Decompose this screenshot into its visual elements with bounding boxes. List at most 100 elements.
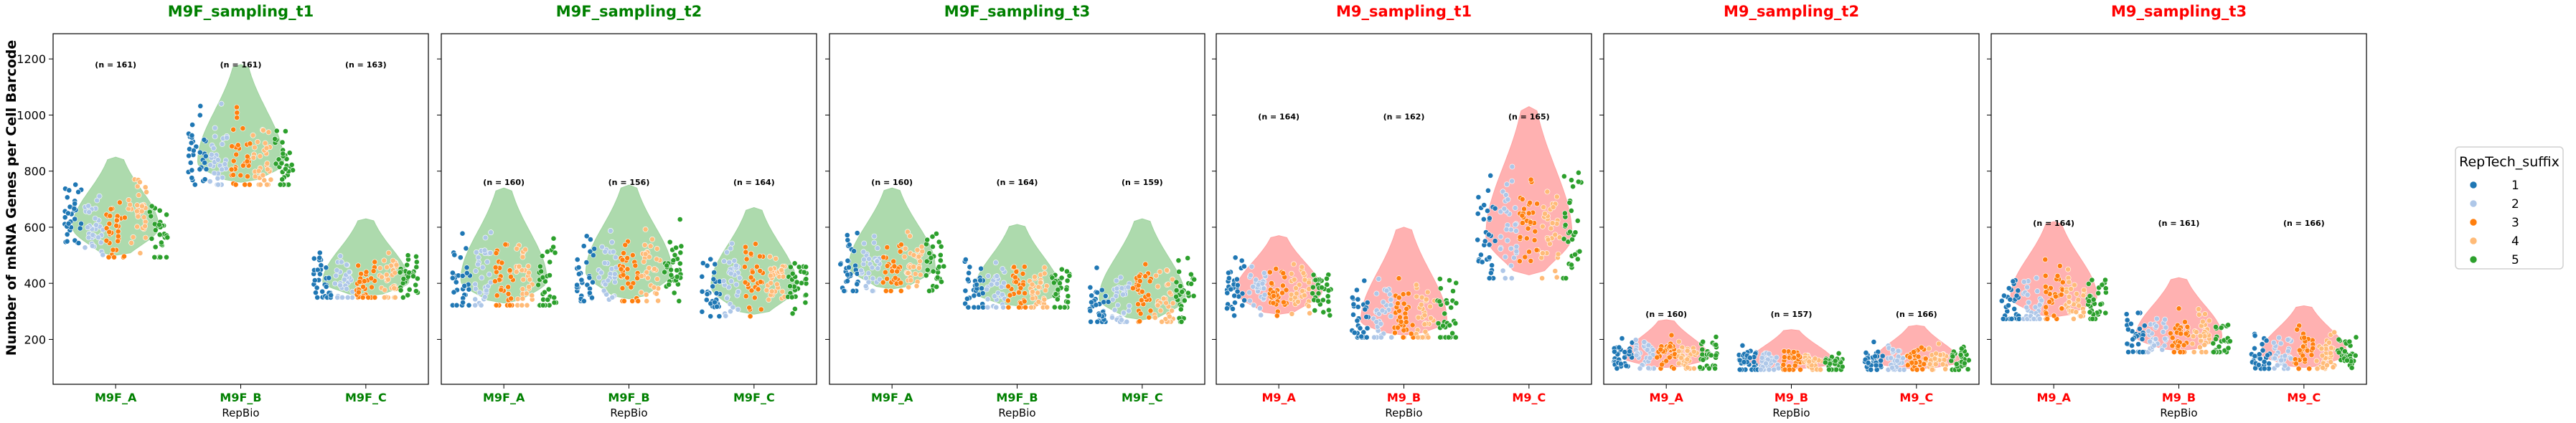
strip-point: [2330, 364, 2336, 371]
strip-point: [359, 294, 366, 300]
strip-point: [1142, 261, 1149, 267]
strip-points: [1413, 282, 1438, 341]
strip-point: [381, 294, 387, 300]
strip-point: [242, 181, 248, 188]
strip-point: [619, 257, 626, 263]
strip-point: [75, 240, 82, 246]
strip-point: [1684, 348, 1691, 354]
strip-point: [2295, 366, 2302, 372]
strip-point: [413, 253, 419, 260]
strip-point: [1050, 280, 1057, 286]
strip-point: [1921, 361, 1927, 367]
strip-point: [502, 242, 509, 247]
strip-point: [2076, 303, 2082, 309]
strip-point: [1324, 275, 1330, 282]
panel-title: M9F_sampling_t2: [556, 3, 702, 20]
strip-point: [346, 269, 352, 275]
strip-point: [992, 260, 999, 266]
strip-point: [2213, 324, 2219, 330]
strip-points: [984, 260, 1008, 310]
strip-point: [2124, 341, 2130, 347]
strip-point: [257, 153, 263, 159]
strip-point: [763, 287, 770, 293]
strip-point: [72, 216, 78, 222]
strip-point: [1226, 270, 1231, 276]
strip-point: [1354, 318, 1360, 324]
strip-point: [551, 295, 558, 300]
strip-point: [1380, 299, 1386, 305]
strip-point: [710, 276, 717, 282]
strip-point: [638, 289, 644, 295]
strip-points: [1498, 163, 1520, 281]
strip-point: [791, 260, 798, 267]
legend-item: 3: [2469, 216, 2519, 230]
strip-point: [379, 274, 385, 280]
strip-point: [1138, 297, 1144, 303]
strip-point: [1780, 361, 1787, 368]
strip-point: [453, 302, 460, 308]
strip-point: [2328, 359, 2334, 365]
strip-point: [151, 221, 158, 227]
strip-point: [2136, 325, 2143, 332]
strip-point: [662, 269, 667, 275]
strip-point: [202, 153, 209, 159]
strip-point: [240, 162, 246, 168]
strip-point: [2139, 336, 2145, 342]
sample-count-label: (n = 164): [2033, 219, 2074, 228]
strip-point: [2065, 266, 2071, 272]
strip-point: [479, 275, 485, 281]
strip-point: [1562, 222, 1569, 228]
strip-point: [1325, 293, 1331, 300]
strip-point: [2213, 336, 2219, 342]
strip-point: [1675, 338, 1682, 345]
strip-point: [144, 189, 149, 195]
strip-point: [1500, 267, 1506, 274]
strip-point: [244, 153, 250, 160]
legend-label: 1: [2511, 179, 2519, 193]
strip-point: [1527, 199, 1533, 206]
strip-point: [481, 294, 488, 300]
strip-point: [1363, 314, 1370, 320]
strip-point: [197, 166, 203, 173]
strip-point: [914, 247, 921, 253]
strip-point: [865, 279, 872, 285]
strip-point: [1312, 308, 1318, 313]
strip-point: [923, 272, 929, 279]
strip-point: [1152, 315, 1158, 320]
strip-point: [1274, 313, 1280, 319]
strip-point: [984, 296, 991, 303]
strip-point: [1512, 205, 1518, 211]
strip-point: [134, 184, 141, 189]
strip-point: [1109, 314, 1115, 320]
strip-point: [1261, 270, 1267, 276]
strip-point: [971, 304, 977, 310]
strip-point: [1137, 318, 1143, 325]
strip-point: [668, 272, 674, 278]
strip-points: [1948, 343, 1972, 373]
strip-point: [677, 260, 683, 267]
strip-point: [1191, 276, 1198, 282]
strip-point: [728, 278, 734, 285]
strip-point: [1354, 287, 1360, 293]
strip-point: [1486, 255, 1493, 261]
strip-point: [404, 262, 410, 268]
strip-point: [1575, 179, 1581, 185]
strip-point: [861, 257, 867, 262]
strip-point: [2080, 309, 2087, 315]
sample-count-label: (n = 164): [1258, 112, 1299, 121]
sample-count-label: (n = 163): [345, 60, 387, 70]
strip-point: [1273, 265, 1279, 272]
strip-point: [2300, 343, 2306, 350]
strip-point: [1445, 334, 1452, 341]
strip-point: [2125, 349, 2131, 355]
strip-point: [1633, 352, 1640, 358]
panel-title: M9_sampling_t2: [1724, 3, 1859, 20]
strip-point: [1700, 356, 1706, 363]
strip-point: [94, 197, 100, 204]
strip-point: [2077, 313, 2084, 320]
strip-point: [768, 280, 774, 286]
strip-point: [1280, 270, 1287, 276]
strip-point: [1449, 330, 1455, 336]
strip-point: [475, 261, 481, 267]
strip-point: [2182, 319, 2188, 325]
